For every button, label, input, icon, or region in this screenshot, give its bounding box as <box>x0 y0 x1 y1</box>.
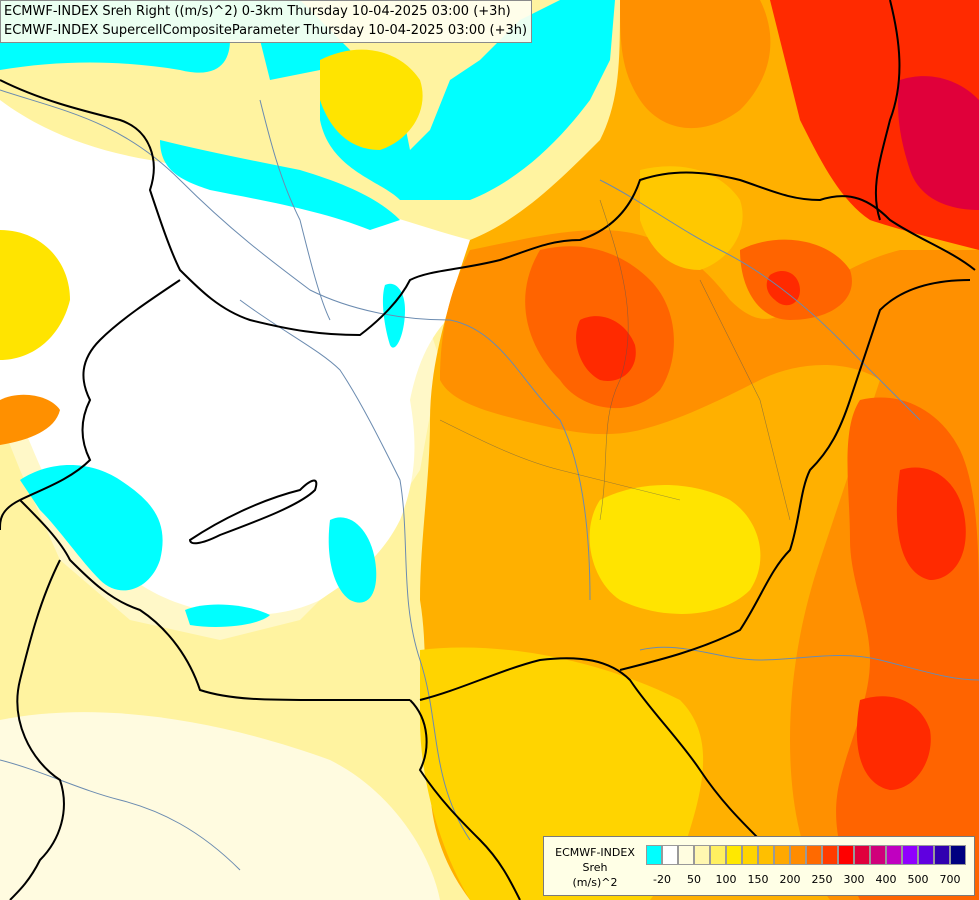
map-title-box: ECMWF-INDEX Sreh Right ((m/s)^2) 0-3km T… <box>0 0 533 43</box>
legend-title-line-2: Sreh <box>582 861 608 874</box>
boundary-1 <box>599 199 629 521</box>
field-yellow-central <box>589 485 761 614</box>
legend-tick-label: 150 <box>747 873 769 886</box>
legend-swatch <box>662 845 678 865</box>
boundary-2 <box>699 279 791 521</box>
legend-swatch <box>694 845 710 865</box>
legend-title-line-3: (m/s)^2 <box>572 876 618 889</box>
map-title-line-1: ECMWF-INDEX Sreh Right ((m/s)^2) 0-3km T… <box>4 4 511 19</box>
river-1 <box>0 89 591 601</box>
legend-swatch <box>726 845 742 865</box>
legend-swatch <box>918 845 934 865</box>
field-red-se-core2 <box>856 696 931 790</box>
legend-tick-label: 300 <box>843 873 865 886</box>
river-5 <box>639 646 979 681</box>
legend-swatch <box>886 845 902 865</box>
field-red-se-core1 <box>896 467 966 580</box>
legend-tick-label: 50 <box>687 873 701 886</box>
legend-swatch <box>758 845 774 865</box>
border-south <box>409 699 521 900</box>
field-yellow-north <box>320 49 423 150</box>
legend-tick-label: 100 <box>715 873 737 886</box>
field-cyan-west <box>20 465 163 591</box>
border-balaton <box>188 479 318 545</box>
field-yellow-west <box>0 230 70 360</box>
field-crimson-east <box>898 76 979 210</box>
legend-tick-label: 250 <box>811 873 833 886</box>
legend-swatch <box>870 845 886 865</box>
legend-swatch <box>822 845 838 865</box>
field-pale-south <box>0 712 440 900</box>
river-6 <box>259 99 331 321</box>
map-title-line-2: ECMWF-INDEX SupercellCompositeParameter … <box>4 23 528 38</box>
river-3 <box>599 179 921 421</box>
river-4 <box>0 759 241 871</box>
border-west-2 <box>19 499 410 702</box>
rivers <box>0 89 979 871</box>
field-orange-west-spot <box>0 394 60 445</box>
legend-swatch <box>678 845 694 865</box>
field-cyan-small <box>328 517 377 603</box>
field-cyan-strip <box>160 140 400 230</box>
legend-ticks: -20 50 100 150 200 250 300 400 500 700 <box>646 873 976 889</box>
legend-swatch <box>742 845 758 865</box>
field-orange-ne <box>620 0 771 129</box>
legend-swatch <box>646 845 662 865</box>
legend-swatch <box>934 845 950 865</box>
legend-swatch <box>806 845 822 865</box>
legend-title: ECMWF-INDEX Sreh (m/s)^2 <box>544 845 646 890</box>
legend-tick-label: 700 <box>939 873 961 886</box>
field-cyan-south <box>185 604 270 627</box>
field-red-north-core <box>576 316 636 381</box>
legend-swatch <box>854 845 870 865</box>
legend-swatch <box>710 845 726 865</box>
legend-tick-label: 400 <box>875 873 897 886</box>
field-yellow-ne <box>640 166 743 270</box>
legend-swatches <box>646 845 966 865</box>
legend-swatch <box>838 845 854 865</box>
border-north <box>0 79 976 337</box>
boundary-3 <box>439 419 681 501</box>
border-hungary-east <box>619 279 971 671</box>
legend-tick-label: 500 <box>907 873 929 886</box>
legend-tick-label: 200 <box>779 873 801 886</box>
legend-swatch <box>790 845 806 865</box>
color-legend: ECMWF-INDEX Sreh (m/s)^2 -20 50 100 150 200 2… <box>543 836 975 896</box>
field-orange-dark <box>440 230 979 900</box>
border-west <box>0 279 181 531</box>
border-ne <box>874 0 901 221</box>
regional-boundaries <box>439 199 791 521</box>
border-hungary-south <box>419 657 761 841</box>
river-2 <box>239 299 471 841</box>
border-sw <box>9 559 65 900</box>
legend-swatch <box>902 845 918 865</box>
legend-swatch <box>774 845 790 865</box>
field-cyan-north <box>0 0 615 200</box>
legend-tick-label: -20 <box>653 873 671 886</box>
legend-swatch <box>950 845 966 865</box>
legend-title-line-1: ECMWF-INDEX <box>555 846 635 859</box>
